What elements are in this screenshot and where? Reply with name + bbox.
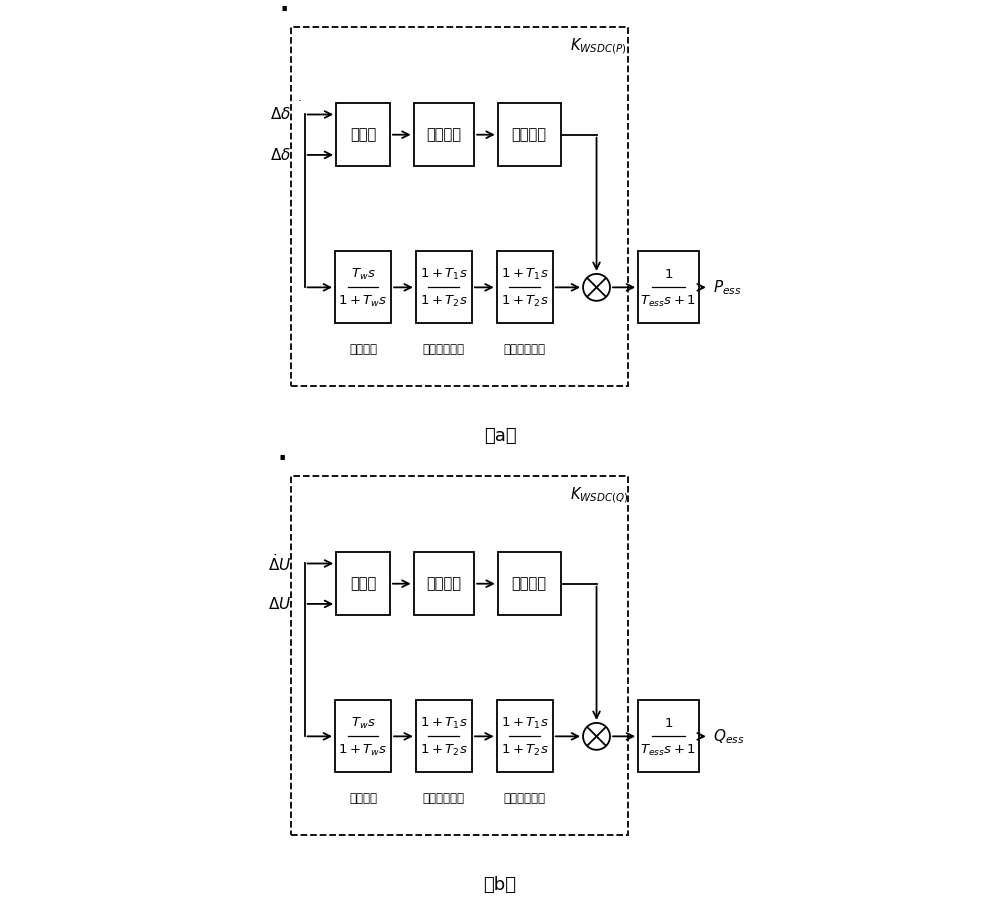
Bar	[497, 251, 553, 323]
Text: $1+T_1 s$: $1+T_1 s$	[501, 267, 549, 282]
Bar	[335, 700, 391, 772]
Text: 相位补偿环节: 相位补偿环节	[504, 344, 546, 357]
Bar	[291, 27, 628, 386]
Bar	[416, 251, 472, 323]
Bar	[638, 251, 699, 323]
Text: 隔直环节: 隔直环节	[349, 793, 377, 806]
Text: ·: ·	[278, 447, 287, 471]
Text: $1+T_2 s$: $1+T_2 s$	[501, 295, 549, 309]
Bar	[336, 103, 390, 166]
Text: $1+T_1 s$: $1+T_1 s$	[501, 716, 549, 731]
Text: 相位补偿环节: 相位补偿环节	[423, 793, 465, 806]
Text: $1+T_1 s$: $1+T_1 s$	[420, 716, 468, 731]
Text: $K_{WSDC(P)}$: $K_{WSDC(P)}$	[570, 36, 626, 56]
Text: $\Delta\delta$: $\Delta\delta$	[270, 147, 291, 163]
Text: $T_{ess}s+1$: $T_{ess}s+1$	[640, 744, 696, 758]
Text: 模糊规则: 模糊规则	[426, 577, 461, 591]
Bar	[335, 251, 391, 323]
Text: $1$: $1$	[664, 717, 673, 730]
Text: $1+T_2 s$: $1+T_2 s$	[420, 295, 468, 309]
Bar	[416, 700, 472, 772]
Text: $\Delta\delta$: $\Delta\delta$	[270, 107, 291, 122]
Text: ·: ·	[280, 0, 289, 22]
Text: 模糊化: 模糊化	[350, 128, 376, 142]
Text: 模糊化: 模糊化	[350, 577, 376, 591]
Bar	[336, 552, 390, 615]
Text: $1+T_w s$: $1+T_w s$	[338, 744, 388, 758]
Text: $1+T_2 s$: $1+T_2 s$	[420, 744, 468, 758]
Text: 解模糊化: 解模糊化	[512, 577, 547, 591]
Bar	[291, 476, 628, 835]
Text: 隔直环节: 隔直环节	[349, 344, 377, 357]
Text: $\Delta U$: $\Delta U$	[268, 596, 291, 612]
Bar	[497, 700, 553, 772]
Bar	[638, 700, 699, 772]
Bar	[498, 552, 561, 615]
Text: （b）: （b）	[483, 876, 516, 894]
Text: $1+T_w s$: $1+T_w s$	[338, 295, 388, 309]
Text: $1+T_2 s$: $1+T_2 s$	[501, 744, 549, 758]
Text: $T_w s$: $T_w s$	[351, 716, 375, 731]
Text: 相位补偿环节: 相位补偿环节	[423, 344, 465, 357]
Text: $P_{ess}$: $P_{ess}$	[713, 278, 742, 296]
Text: $1$: $1$	[664, 268, 673, 281]
Bar	[414, 552, 474, 615]
Text: 模糊规则: 模糊规则	[426, 128, 461, 142]
Text: 解模糊化: 解模糊化	[512, 128, 547, 142]
Text: $1+T_1 s$: $1+T_1 s$	[420, 267, 468, 282]
Text: $T_{ess}s+1$: $T_{ess}s+1$	[640, 295, 696, 309]
Text: $T_w s$: $T_w s$	[351, 267, 375, 282]
Text: 相位补偿环节: 相位补偿环节	[504, 793, 546, 806]
Text: $Q_{ess}$: $Q_{ess}$	[713, 727, 745, 745]
Text: $\dot{\Delta}U$: $\dot{\Delta}U$	[268, 553, 291, 574]
Bar	[498, 103, 561, 166]
Text: （a）: （a）	[484, 427, 516, 445]
Text: $K_{WSDC(Q)}$: $K_{WSDC(Q)}$	[570, 485, 628, 505]
Bar	[414, 103, 474, 166]
